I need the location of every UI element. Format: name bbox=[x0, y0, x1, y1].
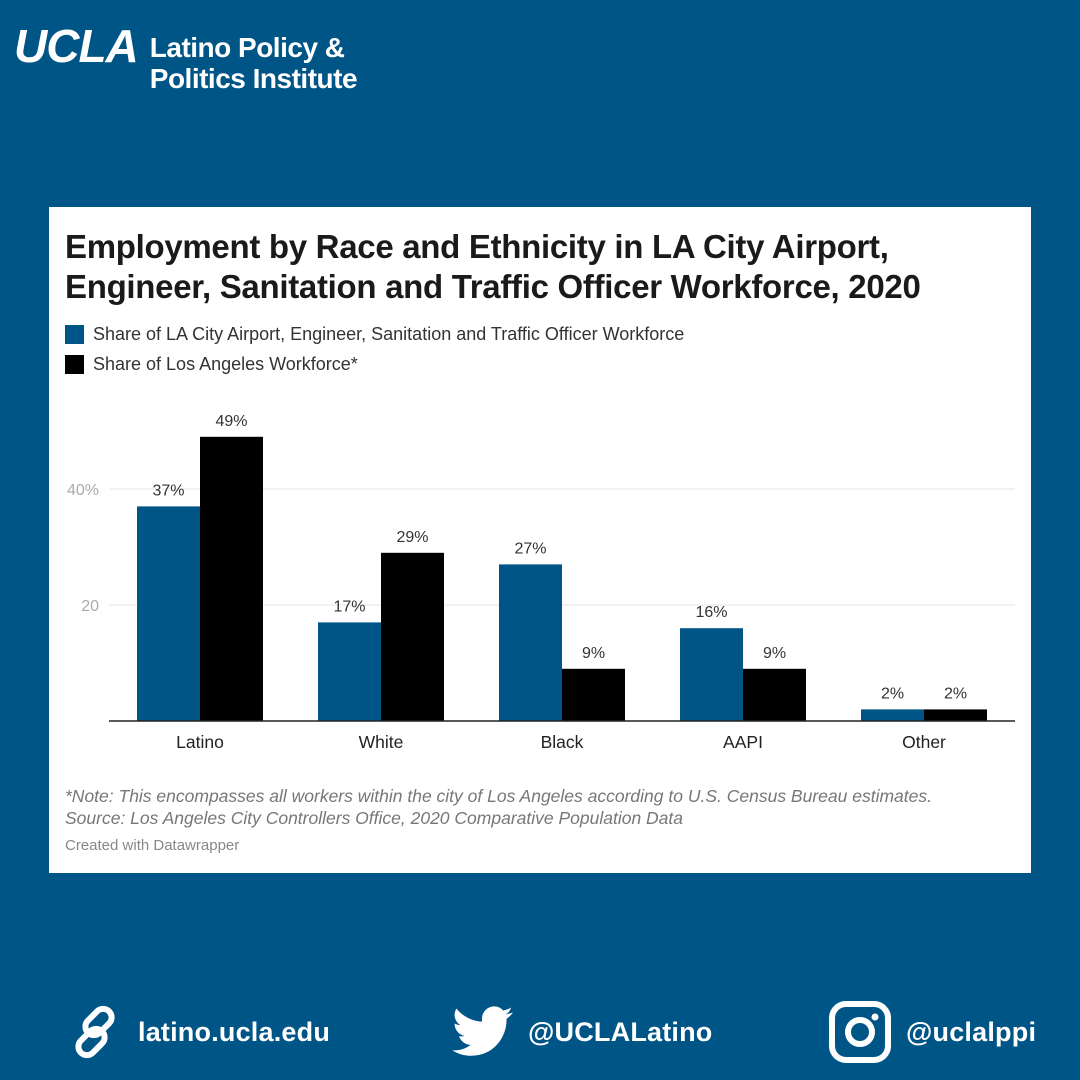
bar-la-white bbox=[381, 552, 444, 721]
legend-label-la-workforce: Share of Los Angeles Workforce* bbox=[93, 353, 358, 374]
bar-city-white bbox=[318, 622, 381, 721]
brand-logo: UCLA Latino Policy & Politics Institute bbox=[14, 20, 358, 94]
bar-value-label: 29% bbox=[396, 529, 428, 546]
bar-city-latino bbox=[137, 506, 200, 721]
institute-name-line2: Politics Institute bbox=[149, 63, 358, 94]
bar-value-label: 17% bbox=[333, 598, 365, 615]
x-category-label: Latino bbox=[176, 732, 224, 752]
legend-swatch-city-workforce bbox=[65, 324, 84, 344]
ucla-wordmark: UCLA bbox=[14, 20, 139, 72]
bar-value-label: 9% bbox=[763, 645, 786, 662]
bar-value-label: 16% bbox=[695, 604, 727, 621]
website-link[interactable]: latino.ucla.edu bbox=[138, 1016, 331, 1047]
chart-legend: Share of LA City Airport, Engineer, Sani… bbox=[65, 319, 684, 379]
bar-value-label: 37% bbox=[152, 482, 184, 499]
chart-title: Employment by Race and Ethnicity in LA C… bbox=[65, 228, 921, 305]
legend-item-la-workforce: Share of Los Angeles Workforce* bbox=[65, 349, 684, 379]
twitter-handle[interactable]: @UCLALatino bbox=[528, 1016, 713, 1047]
footer-website[interactable]: latino.ucla.edu bbox=[66, 1000, 330, 1064]
bar-value-label: 9% bbox=[582, 645, 605, 662]
chart-note: *Note: This encompasses all workers with… bbox=[65, 785, 1025, 829]
bar-value-label: 27% bbox=[514, 540, 546, 557]
twitter-bird-icon bbox=[452, 1006, 513, 1056]
instagram-handle[interactable]: @uclalppi bbox=[906, 1016, 1037, 1047]
y-tick-label: 20 bbox=[81, 598, 99, 615]
legend-label-city-workforce: Share of LA City Airport, Engineer, Sani… bbox=[93, 323, 685, 344]
chart-card: Employment by Race and Ethnicity in LA C… bbox=[49, 207, 1031, 873]
institute-name-line1: Latino Policy & bbox=[149, 32, 345, 63]
x-category-label: Black bbox=[541, 732, 584, 752]
bar-la-black bbox=[562, 668, 625, 721]
bar-city-black bbox=[499, 564, 562, 721]
bar-la-latino bbox=[200, 436, 263, 721]
link-icon bbox=[75, 1005, 115, 1059]
bar-la-other bbox=[924, 709, 987, 721]
note-text: *Note: This encompasses all workers with… bbox=[65, 786, 932, 806]
legend-item-city-workforce: Share of LA City Airport, Engineer, Sani… bbox=[65, 319, 684, 349]
legend-swatch-la-workforce bbox=[65, 354, 84, 374]
x-category-label: Other bbox=[902, 732, 946, 752]
bar-city-other bbox=[861, 709, 924, 721]
bar-city-aapi bbox=[680, 628, 743, 721]
bar-chart: 20 40% 37% 49% Latino 17% 29% White 27% 9% Black 16… bbox=[67, 413, 1015, 752]
x-category-label: AAPI bbox=[723, 732, 763, 752]
x-category-label: White bbox=[359, 732, 404, 752]
bar-value-label: 2% bbox=[944, 685, 967, 702]
bar-value-label: 49% bbox=[215, 413, 247, 430]
instagram-icon bbox=[829, 1001, 891, 1063]
institute-name: Latino Policy & Politics Institute bbox=[149, 32, 358, 94]
footer-instagram[interactable]: @uclalppi bbox=[828, 1000, 1036, 1064]
source-text: Source: Los Angeles City Controllers Off… bbox=[65, 808, 684, 828]
y-tick-label: 40% bbox=[67, 482, 99, 499]
bar-la-aapi bbox=[743, 668, 806, 721]
datawrapper-credit: Created with Datawrapper bbox=[65, 837, 240, 854]
bar-value-label: 2% bbox=[881, 685, 904, 702]
footer-twitter[interactable]: @UCLALatino bbox=[452, 1000, 713, 1064]
